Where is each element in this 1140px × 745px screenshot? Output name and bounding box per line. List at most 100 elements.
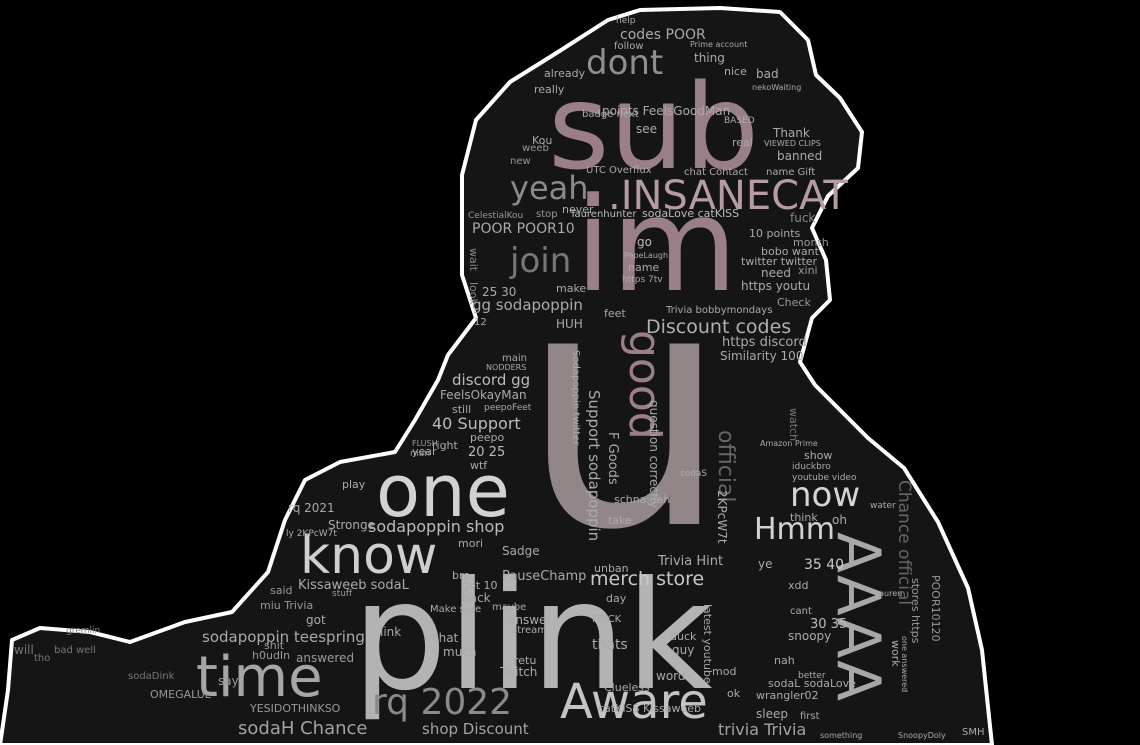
word-banned: banned <box>777 149 823 163</box>
word-https-7tv: https 7tv <box>622 275 663 285</box>
word-prime-account: Prime account <box>690 40 748 49</box>
word-sodal-sodalove: sodaL sodaLove <box>768 677 856 690</box>
word-real: real <box>732 136 753 149</box>
word-duck: duck <box>670 630 697 643</box>
word-badge-next: badge next <box>582 109 639 120</box>
word-plink: plink <box>352 550 713 724</box>
word-xdd: xdd <box>788 579 809 592</box>
word-got: got <box>306 613 326 627</box>
word-oh: oh <box>832 513 847 527</box>
word-catkiss-kissaweeb: catKISS Kissaweeb <box>598 702 702 715</box>
word-show: show <box>804 449 833 462</box>
word-gremlin: gremlin <box>66 626 101 636</box>
word-hmm: Hmm <box>754 512 836 547</box>
word-name-gift: name Gift <box>766 167 816 178</box>
word-good: good <box>619 330 670 440</box>
word-mod: mod <box>712 665 737 678</box>
word-codes-poor: codes POOR <box>620 27 706 43</box>
word-tho: tho <box>34 653 51 664</box>
word-support-sodapoppin: Support sodapoppin <box>585 390 603 542</box>
word-sub: sub <box>548 58 760 196</box>
word-pausechamp: PauseChamp <box>502 569 587 584</box>
word-join: join <box>510 241 572 281</box>
word-points10: 10 points <box>749 227 801 240</box>
word-bad-well: bad well <box>54 645 96 656</box>
word-first: first <box>800 711 820 722</box>
word-peepofeet: peepoFeet <box>484 403 532 413</box>
word-sodah-chance: sodaH Chance <box>238 718 368 739</box>
word-main: main <box>502 353 527 364</box>
word-nodders: NODDERS <box>486 363 527 372</box>
word-month: month <box>793 236 829 249</box>
word-got10: got 10 <box>462 579 498 592</box>
word-work: work <box>889 640 902 667</box>
word-insanecat: .INSANECAT <box>608 173 848 219</box>
word-sodalove-catkiss: sodaLove catKISS <box>642 207 740 220</box>
word-unban: unban <box>594 562 629 575</box>
word-utc-overflux: UTC Overflux <box>586 165 652 176</box>
word-rq2022: rq 2022 <box>372 682 513 723</box>
word-celestialkou: CelestialKou <box>468 211 524 221</box>
word-go: go <box>637 235 652 249</box>
word-youtube-video: youtube video <box>792 473 857 483</box>
word-water: water <box>870 501 896 511</box>
word-35-40: 35 40 <box>804 557 845 573</box>
word-sodapoppin-shop: sodapoppin shop <box>368 517 505 536</box>
word-peepo: peepo <box>470 431 505 444</box>
word-question: question correctly <box>647 400 661 509</box>
word-clueless: Clueless <box>604 681 650 694</box>
word-sadge: Sadge <box>502 544 540 558</box>
word-aaaa: AAAA <box>823 532 893 702</box>
word-will: will <box>14 643 34 657</box>
word-rq2021: rq 2021 <box>288 501 335 515</box>
word-feet: feet <box>604 307 626 320</box>
word-answered: answered <box>296 651 355 665</box>
word-f-goods: F Goods <box>605 432 620 485</box>
word-look: look <box>467 282 480 305</box>
word-nice: nice <box>724 65 747 78</box>
word-take: take <box>608 514 632 527</box>
word-kou: Kou <box>532 134 553 147</box>
word-tauren: tauren <box>876 589 903 598</box>
word-official: official <box>713 430 738 503</box>
word-cant: cant <box>790 606 812 617</box>
word-snoopydoly: SnoopyDoly <box>898 731 946 740</box>
word-name: name <box>628 261 660 274</box>
word-trivia-trivia: trivia Trivia <box>718 720 807 739</box>
word-stores-https: stores https <box>909 578 922 644</box>
word-12: 12 <box>474 317 487 328</box>
word-wtf: wtf <box>470 459 488 472</box>
word-chance-official: Chance official <box>894 480 914 606</box>
word-now: now <box>790 475 861 515</box>
word-sodas: sodaS <box>680 469 708 479</box>
word-yesido: YESIDOTHINKSO <box>250 702 341 715</box>
word-stuff: stuff <box>332 589 353 599</box>
word-stream: stream <box>512 625 548 636</box>
word-latest-youtube: latest youtube <box>701 604 714 684</box>
word-nekowaiting: nekoWaiting <box>752 83 802 92</box>
word-based: BASED <box>724 116 755 126</box>
word-miu-trivia: miu Trivia <box>260 599 314 612</box>
word-xini: xini <box>798 264 818 277</box>
word-mori: mori <box>458 537 484 550</box>
word-think: think <box>790 511 818 524</box>
word-kissaweeb: Kissaweeb sodaL <box>298 578 409 593</box>
word-viewed-clips: VIEWED CLIPS <box>764 139 821 148</box>
word-bad: bad <box>756 67 779 81</box>
word-poor10120: POOR10120 <box>929 575 942 642</box>
word-thank: Thank <box>773 126 810 140</box>
word-make-sure: Make sure <box>430 604 482 615</box>
word-fuck: fuck <box>790 211 816 225</box>
word-wait: wait <box>467 248 480 272</box>
word-chat: chat <box>432 631 459 645</box>
word-something: something <box>820 731 863 740</box>
word-follow: follow <box>614 41 644 52</box>
word-make: make <box>556 282 587 295</box>
word-yeah: yeah <box>510 169 589 207</box>
word-shit: shit <box>264 639 285 652</box>
word-right: right <box>432 439 458 452</box>
word-shop-discount: shop Discount <box>422 720 529 738</box>
word-25-30: 25 30 <box>482 285 517 299</box>
word-weeb: weeb <box>522 143 549 154</box>
